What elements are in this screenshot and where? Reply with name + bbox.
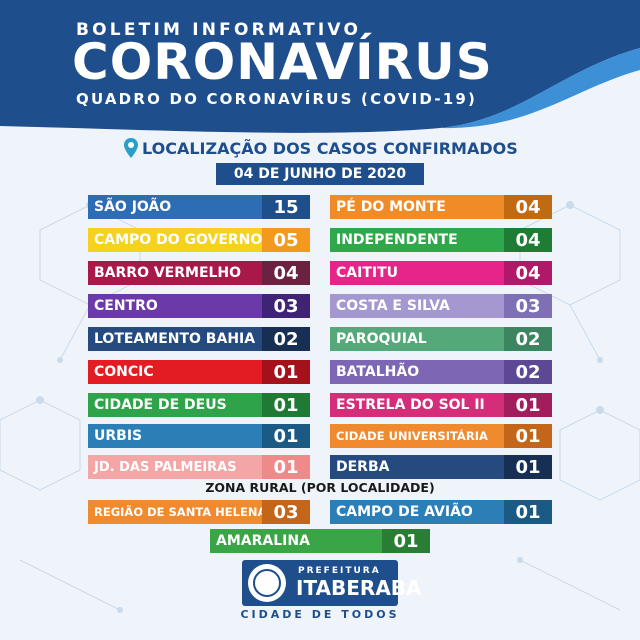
case-row: CENTRO 03 — [88, 294, 310, 318]
neighborhood-name: CONCIC — [88, 360, 262, 384]
case-row: CAMPO DE AVIÃO 01 — [330, 500, 552, 524]
seal-inner-ring — [253, 569, 281, 597]
neighborhood-name: BATALHÃO — [330, 360, 504, 384]
case-row: CIDADE UNIVERSITÁRIA 01 — [330, 424, 552, 448]
neighborhood-name: URBIS — [88, 424, 262, 448]
case-count: 01 — [504, 500, 552, 524]
case-count: 01 — [504, 455, 552, 479]
case-row: URBIS 01 — [88, 424, 310, 448]
case-count: 05 — [262, 228, 310, 252]
neighborhood-name: PAROQUIAL — [330, 327, 504, 351]
case-count: 01 — [504, 393, 552, 417]
neighborhood-name: PÉ DO MONTE — [330, 195, 504, 219]
neighborhood-name: DERBA — [330, 455, 504, 479]
case-count: 03 — [504, 294, 552, 318]
case-row: BARRO VERMELHO 04 — [88, 261, 310, 285]
case-count: 04 — [504, 228, 552, 252]
section-title-text: LOCALIZAÇÃO DOS CASOS CONFIRMADOS — [142, 138, 518, 158]
neighborhood-name: CIDADE UNIVERSITÁRIA — [330, 424, 504, 448]
city-name: ITABERABA — [296, 576, 422, 600]
case-row: PAROQUIAL 02 — [330, 327, 552, 351]
case-row: LOTEAMENTO BAHIA 02 — [88, 327, 310, 351]
case-count: 03 — [262, 500, 310, 524]
case-count: 01 — [262, 360, 310, 384]
city-slogan: CIDADE DE TODOS — [240, 608, 400, 621]
neighborhood-name: CAMPO DE AVIÃO — [330, 500, 504, 524]
neighborhood-name: CENTRO — [88, 294, 262, 318]
date-text: 04 DE JUNHO DE 2020 — [233, 166, 407, 182]
case-row: REGIÃO DE SANTA HELENA 03 — [88, 500, 310, 524]
neighborhood-name: ESTRELA DO SOL II — [330, 393, 504, 417]
neighborhood-name: BARRO VERMELHO — [88, 261, 262, 285]
case-count: 04 — [262, 261, 310, 285]
case-row: CAITITU 04 — [330, 261, 552, 285]
neighborhood-name: COSTA E SILVA — [330, 294, 504, 318]
case-count: 03 — [262, 294, 310, 318]
neighborhood-name: CAMPO DO GOVERNO — [88, 228, 262, 252]
header-wave — [0, 0, 640, 133]
case-count: 01 — [262, 393, 310, 417]
case-count: 02 — [504, 327, 552, 351]
case-row: DERBA 01 — [330, 455, 552, 479]
case-count: 02 — [262, 327, 310, 351]
case-count: 15 — [262, 195, 310, 219]
neighborhood-name: INDEPENDENTE — [330, 228, 504, 252]
section-title: LOCALIZAÇÃO DOS CASOS CONFIRMADOS — [124, 136, 518, 160]
neighborhood-name: LOTEAMENTO BAHIA — [88, 327, 262, 351]
case-count: 01 — [504, 424, 552, 448]
case-row: JD. DAS PALMEIRAS 01 — [88, 455, 310, 479]
header-subtitle-top: BOLETIM INFORMATIVO — [76, 20, 362, 40]
case-row: INDEPENDENTE 04 — [330, 228, 552, 252]
rural-title: ZONA RURAL (POR LOCALIDADE) — [205, 480, 435, 495]
case-row: SÃO JOÃO 15 — [88, 195, 310, 219]
case-row: CONCIC 01 — [88, 360, 310, 384]
header-title: CORONAVÍRUS — [72, 33, 493, 91]
case-row: AMARALINA 01 — [210, 529, 430, 553]
neighborhood-name: AMARALINA — [210, 529, 382, 553]
case-row: COSTA E SILVA 03 — [330, 294, 552, 318]
case-count: 02 — [504, 360, 552, 384]
header-subtitle-bottom: QUADRO DO CORONAVÍRUS (COVID-19) — [76, 90, 478, 108]
neighborhood-name: CIDADE DE DEUS — [88, 393, 262, 417]
case-count: 04 — [504, 261, 552, 285]
case-row: CAMPO DO GOVERNO 05 — [88, 228, 310, 252]
header-banner: BOLETIM INFORMATIVO CORONAVÍRUS QUADRO D… — [0, 0, 640, 140]
case-count: 01 — [262, 424, 310, 448]
case-count: 01 — [262, 455, 310, 479]
neighborhood-name: SÃO JOÃO — [88, 195, 262, 219]
case-count: 04 — [504, 195, 552, 219]
case-row: PÉ DO MONTE 04 — [330, 195, 552, 219]
location-pin-icon — [124, 138, 138, 158]
case-row: ESTRELA DO SOL II 01 — [330, 393, 552, 417]
neighborhood-name: REGIÃO DE SANTA HELENA — [88, 500, 262, 524]
case-row: CIDADE DE DEUS 01 — [88, 393, 310, 417]
neighborhood-name: JD. DAS PALMEIRAS — [88, 455, 262, 479]
case-count: 01 — [382, 529, 430, 553]
date-box: 04 DE JUNHO DE 2020 — [216, 163, 424, 185]
neighborhood-name: CAITITU — [330, 261, 504, 285]
prefeitura-label: PREFEITURA — [298, 566, 381, 576]
case-row: BATALHÃO 02 — [330, 360, 552, 384]
footer-logo: PREFEITURA ITABERABA CIDADE DE TODOS — [236, 560, 422, 621]
